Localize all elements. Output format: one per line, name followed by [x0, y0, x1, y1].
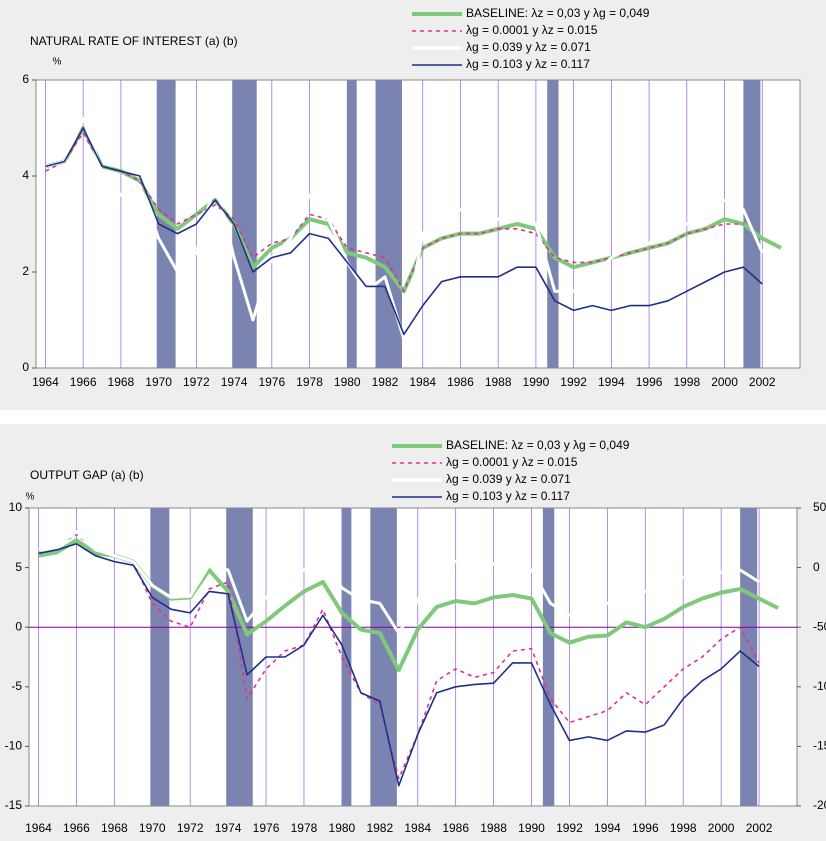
y-tick-label: -10 — [5, 739, 23, 753]
x-tick-label: 1974 — [215, 821, 242, 835]
legend-label: BASELINE: λz = 0,03 y λg = 0,049 — [446, 438, 630, 452]
legend-label: λg = 0.103 y λz = 0.117 — [466, 57, 590, 71]
legend-label: λg = 0.0001 y λz = 0.015 — [446, 455, 578, 469]
x-tick-label: 1996 — [636, 375, 663, 389]
x-tick-label: 2000 — [708, 821, 735, 835]
y2-tick-label: 0 — [813, 560, 820, 574]
legend-label: λg = 0.039 y λz = 0.071 — [446, 472, 571, 486]
legend-label: BASELINE: λz = 0,03 y λg = 0,049 — [466, 6, 650, 20]
x-tick-label: 2002 — [749, 375, 776, 389]
x-tick-label: 1978 — [291, 821, 318, 835]
shaded-period — [743, 80, 761, 368]
x-tick-label: 1998 — [670, 821, 697, 835]
x-tick-label: 1980 — [334, 375, 361, 389]
y-tick-label: 0 — [22, 360, 29, 374]
y-tick-label: -5 — [11, 679, 22, 693]
y-tick-label: 6 — [22, 72, 29, 86]
series-line — [38, 533, 760, 780]
legend-label: λg = 0.0001 y λz = 0.015 — [466, 23, 598, 37]
x-tick-label: 1990 — [518, 821, 545, 835]
x-tick-label: 1964 — [32, 375, 59, 389]
y2-tick-label: -150 — [813, 739, 826, 753]
x-tick-label: 1994 — [598, 375, 625, 389]
x-tick-label: 1994 — [594, 821, 621, 835]
y-tick-label: -15 — [5, 798, 23, 812]
legend-label: λg = 0.039 y λz = 0.071 — [466, 40, 591, 54]
x-tick-label: 1982 — [372, 375, 399, 389]
legend-label: λg = 0.103 y λz = 0.117 — [446, 489, 570, 503]
x-tick-label: 1986 — [447, 375, 474, 389]
x-tick-label: 1992 — [556, 821, 583, 835]
x-tick-label: 1992 — [560, 375, 587, 389]
x-tick-label: 1966 — [70, 375, 97, 389]
x-tick-label: 1972 — [177, 821, 204, 835]
x-tick-label: 1976 — [258, 375, 285, 389]
series-line — [45, 116, 764, 341]
shaded-period — [542, 508, 555, 806]
chart-title: OUTPUT GAP (a) (b) — [30, 468, 144, 482]
y2-tick-label: 50 — [813, 500, 826, 514]
x-tick-label: 1986 — [442, 821, 469, 835]
shaded-period — [347, 80, 357, 368]
x-tick-label: 1968 — [108, 375, 135, 389]
shaded-period — [150, 508, 170, 806]
y-axis-label: % — [53, 57, 62, 68]
series-line — [38, 542, 760, 787]
y2-tick-label: -200 — [813, 798, 826, 812]
x-tick-label: 1984 — [404, 821, 431, 835]
chart-title: NATURAL RATE OF INTEREST (a) (b) — [30, 34, 238, 48]
x-tick-label: 1970 — [139, 821, 166, 835]
shaded-period — [226, 508, 253, 806]
x-tick-label: 1964 — [25, 821, 52, 835]
x-tick-label: 1980 — [329, 821, 356, 835]
x-tick-label: 2002 — [746, 821, 773, 835]
series-line — [45, 127, 763, 336]
x-tick-label: 1966 — [63, 821, 90, 835]
y-tick-label: 10 — [9, 500, 23, 514]
x-tick-label: 1972 — [183, 375, 210, 389]
y-tick-label: 5 — [15, 560, 22, 574]
x-tick-label: 1990 — [523, 375, 550, 389]
y2-tick-label: -100 — [813, 679, 826, 693]
x-tick-label: 1970 — [145, 375, 172, 389]
x-tick-label: 1968 — [101, 821, 128, 835]
x-tick-label: 1998 — [673, 375, 700, 389]
x-tick-label: 1978 — [296, 375, 323, 389]
y-tick-label: 0 — [15, 619, 22, 633]
y-axis-label: % — [26, 492, 35, 503]
x-tick-label: 2000 — [711, 375, 738, 389]
shaded-period — [156, 80, 176, 368]
y-tick-label: 4 — [22, 168, 29, 182]
x-tick-label: 1982 — [366, 821, 393, 835]
x-tick-label: 1996 — [632, 821, 659, 835]
series-line — [38, 530, 760, 635]
y-tick-label: 2 — [22, 264, 29, 278]
x-tick-label: 1974 — [221, 375, 248, 389]
x-tick-label: 1984 — [409, 375, 436, 389]
y2-tick-label: -50 — [813, 619, 826, 633]
x-tick-label: 1976 — [253, 821, 280, 835]
plot-area — [28, 507, 798, 807]
shaded-period — [547, 80, 559, 368]
x-tick-label: 1988 — [485, 375, 512, 389]
x-tick-label: 1988 — [480, 821, 507, 835]
